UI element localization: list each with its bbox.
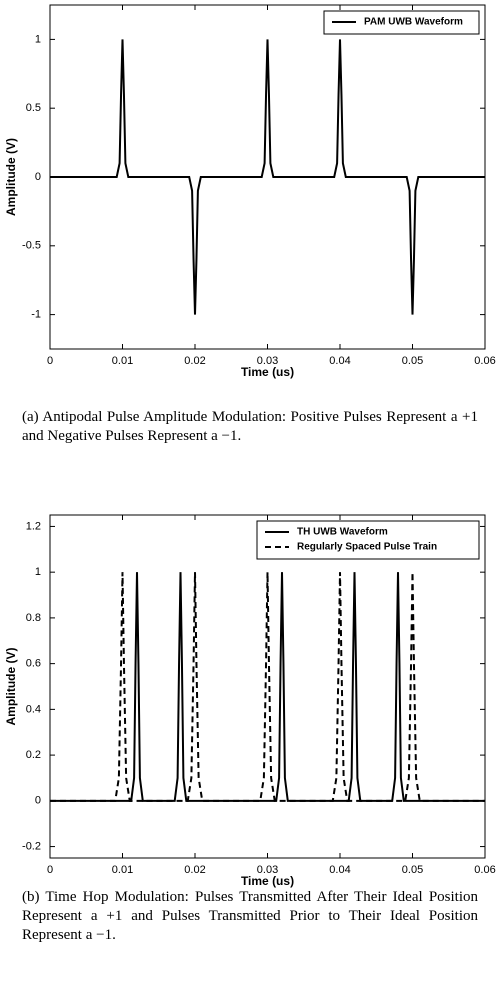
y-tick-label: 0 — [35, 171, 41, 183]
y-tick-label: -0.5 — [22, 240, 41, 252]
legend-label: PAM UWB Waveform — [364, 17, 463, 28]
x-tick-label: 0.06 — [474, 864, 495, 876]
data-line — [50, 39, 485, 315]
y-axis-label: Amplitude (V) — [4, 648, 18, 726]
x-tick-label: 0.05 — [402, 355, 423, 367]
y-tick-label: 0.8 — [26, 612, 41, 624]
legend-box — [256, 520, 480, 560]
caption: (b) Time Hop Modulation: Pulses Transmit… — [22, 889, 478, 943]
x-axis-label: Time (us) — [241, 365, 294, 379]
x-tick-label: 0.01 — [112, 864, 133, 876]
data-line — [50, 572, 485, 802]
x-tick-label: 0.04 — [329, 355, 350, 367]
x-tick-label: 0.03 — [257, 864, 278, 876]
x-tick-label: 0.04 — [329, 864, 350, 876]
legend-label: TH UWB Waveform — [297, 527, 388, 538]
y-tick-label: 0.6 — [26, 658, 41, 670]
y-tick-label: 0.5 — [26, 102, 41, 114]
y-tick-label: -1 — [31, 309, 41, 321]
y-axis-label: Amplitude (V) — [4, 138, 18, 216]
y-tick-label: 0 — [35, 795, 41, 807]
x-tick-label: 0 — [47, 864, 53, 876]
x-axis-label: Time (us) — [241, 874, 294, 888]
caption: (a) Antipodal Pulse Amplitude Modulation… — [22, 409, 478, 444]
x-tick-label: 0.05 — [402, 864, 423, 876]
data-line — [50, 572, 485, 802]
y-tick-label: -0.2 — [22, 840, 41, 852]
legend-label: Regularly Spaced Pulse Train — [297, 542, 437, 553]
x-tick-label: 0.06 — [474, 355, 495, 367]
y-tick-label: 0.2 — [26, 749, 41, 761]
x-tick-label: 0.03 — [257, 355, 278, 367]
y-tick-label: 1.2 — [26, 520, 41, 532]
x-tick-label: 0.01 — [112, 355, 133, 367]
x-tick-label: 0.02 — [184, 355, 205, 367]
plot-frame — [49, 514, 486, 859]
y-tick-label: 1 — [35, 566, 41, 578]
x-tick-label: 0 — [47, 355, 53, 367]
y-tick-label: 0.4 — [26, 703, 41, 715]
y-tick-label: 1 — [35, 33, 41, 45]
x-tick-label: 0.02 — [184, 864, 205, 876]
legend-box — [323, 10, 480, 35]
